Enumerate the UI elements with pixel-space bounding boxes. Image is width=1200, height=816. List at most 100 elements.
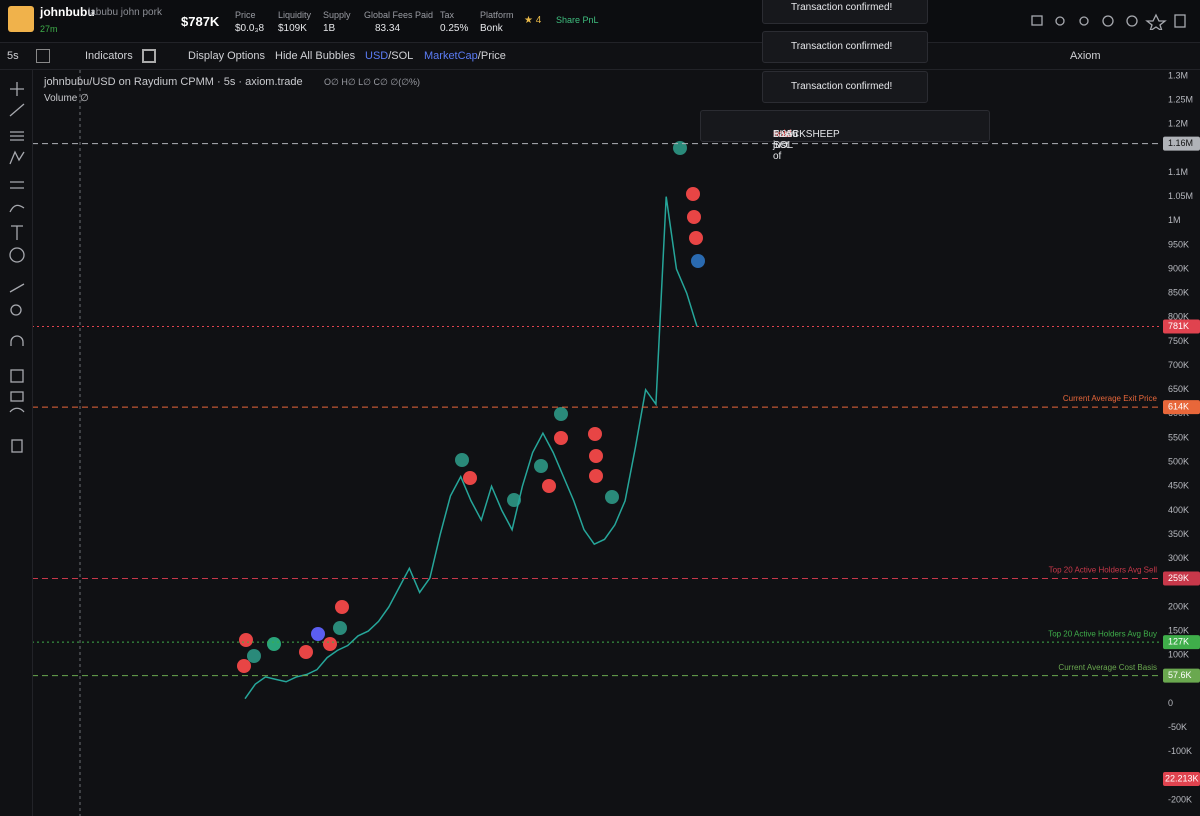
ohlc: O∅ H∅ L∅ C∅ ∅(∅%) <box>324 77 421 87</box>
volume-label: Volume ∅ <box>44 93 89 104</box>
display-options[interactable]: Display Options <box>188 50 266 62</box>
interval[interactable]: 5s <box>7 50 19 62</box>
y-tick-label: -50K <box>1168 722 1187 732</box>
theme[interactable]: Axiom <box>1070 50 1101 62</box>
stat-label: Global Fees Paid <box>364 10 434 20</box>
level-name: Current Average Cost Basis <box>1058 663 1157 672</box>
watchers-count: 4 <box>535 15 542 26</box>
toast: Transaction confirmed! <box>762 31 928 63</box>
level-tag-bg <box>1163 400 1200 415</box>
stat-value: $109K <box>278 23 307 34</box>
layouts[interactable] <box>142 49 156 63</box>
hide-bubbles[interactable]: Hide All Bubbles <box>275 50 356 62</box>
currency-toggle[interactable]: USD/SOL <box>365 50 413 62</box>
y-tick-label: -200K <box>1168 794 1192 804</box>
mode-mcap: MarketCap <box>424 50 478 62</box>
candle-type[interactable] <box>36 49 50 63</box>
level-name: Top 20 Active Holders Avg Buy <box>1048 629 1157 638</box>
level-name: Current Average Exit Price <box>1063 394 1158 403</box>
share-pnl[interactable]: Share PnL <box>556 15 599 25</box>
stat-value: 0.25% <box>440 23 469 34</box>
watchers[interactable]: ★ 4 <box>524 15 542 26</box>
level-tag: 781K <box>1168 321 1189 331</box>
y-tick-label: 850K <box>1168 288 1189 298</box>
y-tick-label: 1.25M <box>1168 95 1193 105</box>
y-tick-label: 1M <box>1168 215 1181 225</box>
stat-label: Price <box>235 10 256 20</box>
token-subtitle: labubu john pork <box>88 7 162 18</box>
y-tick-label: 500K <box>1168 457 1189 467</box>
toast: Transaction confirmed! <box>762 0 928 24</box>
token-logo <box>8 6 34 32</box>
stat-value: Bonk <box>480 23 503 34</box>
y-tick-label: 400K <box>1168 505 1189 515</box>
stat-label: Tax <box>440 10 455 20</box>
token-name: johnbubu <box>40 5 95 19</box>
toolbar: 5s Indicators Display Options Hide All B… <box>0 43 1200 70</box>
level-tag-bg <box>1163 319 1200 334</box>
y-tick-label: 1.3M <box>1168 70 1188 80</box>
toast-text: Transaction confirmed! <box>791 41 893 52</box>
level-tag: 259K <box>1168 573 1189 583</box>
y-tick-label: 1.1M <box>1168 167 1188 177</box>
stat-value: 1B <box>323 23 336 34</box>
header: johnbubu labubu john pork 27m $787K Pric… <box>0 0 1200 43</box>
chart-legend: johnbubu/USD on Raydium CPMM · 5s · axio… <box>44 76 303 88</box>
header-icons <box>1031 13 1186 30</box>
y-tick-label: 650K <box>1168 384 1189 394</box>
y-tick-label: 1.2M <box>1168 119 1188 129</box>
trade-amount: 1.955 SOL of <box>773 129 799 162</box>
y-tick-label: 100K <box>1168 650 1189 660</box>
currency-sol: /SOL <box>388 50 414 62</box>
toast-text: Transaction confirmed! <box>791 81 893 92</box>
level-tag: 1.16M <box>1168 138 1193 148</box>
stat-label: Supply <box>323 10 351 20</box>
trade-token: BLACKSHEEP <box>773 129 840 140</box>
stat-value: $0.0₃8 <box>235 23 265 34</box>
stat-label: Platform <box>480 10 514 20</box>
level-tag: 57.6K <box>1168 670 1192 680</box>
y-tick-label: 900K <box>1168 263 1189 273</box>
market-cap: $787K <box>181 14 220 29</box>
y-tick-label: 700K <box>1168 360 1189 370</box>
price-line <box>244 196 698 700</box>
trader: Fashr just <box>773 129 799 151</box>
trade-action: sold <box>773 129 792 140</box>
level-tag-bg <box>1163 571 1200 586</box>
y-tick-label: 150K <box>1168 625 1189 635</box>
level-tag-bg <box>1163 635 1200 650</box>
tool-icons <box>9 82 25 453</box>
y-tick-label: 300K <box>1168 553 1189 563</box>
drawing-tools <box>0 70 33 816</box>
y-tick-label: 750K <box>1168 336 1189 346</box>
level-tag-bg <box>1163 668 1200 683</box>
indicators[interactable]: Indicators <box>85 50 133 62</box>
volume-tag-bg <box>1163 772 1200 786</box>
level-tag: 127K <box>1168 637 1189 647</box>
y-tick-label: 200K <box>1168 601 1189 611</box>
toast: Transaction confirmed! <box>762 71 928 103</box>
token-age: 27m <box>40 24 58 34</box>
stat-value: 83.34 <box>375 23 401 34</box>
volume-tag: 22.213K <box>1165 773 1199 783</box>
level-name: Top 20 Active Holders Avg Sell <box>1049 566 1158 575</box>
level-tag: 614K <box>1168 401 1189 411</box>
axis-bg <box>1160 70 1200 816</box>
level-tag-bg <box>1163 136 1200 151</box>
trade-toast: Fashr just sold 1.955 SOL of BLACKSHEEP <box>700 110 990 162</box>
stat-label: Liquidity <box>278 10 312 20</box>
toast-text: Transaction confirmed! <box>791 2 893 13</box>
mode-price: /Price <box>477 50 506 62</box>
mode-toggle[interactable]: MarketCap/Price <box>424 50 506 62</box>
y-tick-label: 0 <box>1168 698 1173 708</box>
currency-usd: USD <box>365 50 389 62</box>
y-tick-label: 1.05M <box>1168 191 1193 201</box>
y-tick-label: 350K <box>1168 529 1189 539</box>
y-tick-label: 800K <box>1168 312 1189 322</box>
bubbles <box>237 141 705 673</box>
y-tick-label: 450K <box>1168 481 1189 491</box>
y-tick-label: 550K <box>1168 432 1189 442</box>
y-tick-label: 950K <box>1168 239 1189 249</box>
